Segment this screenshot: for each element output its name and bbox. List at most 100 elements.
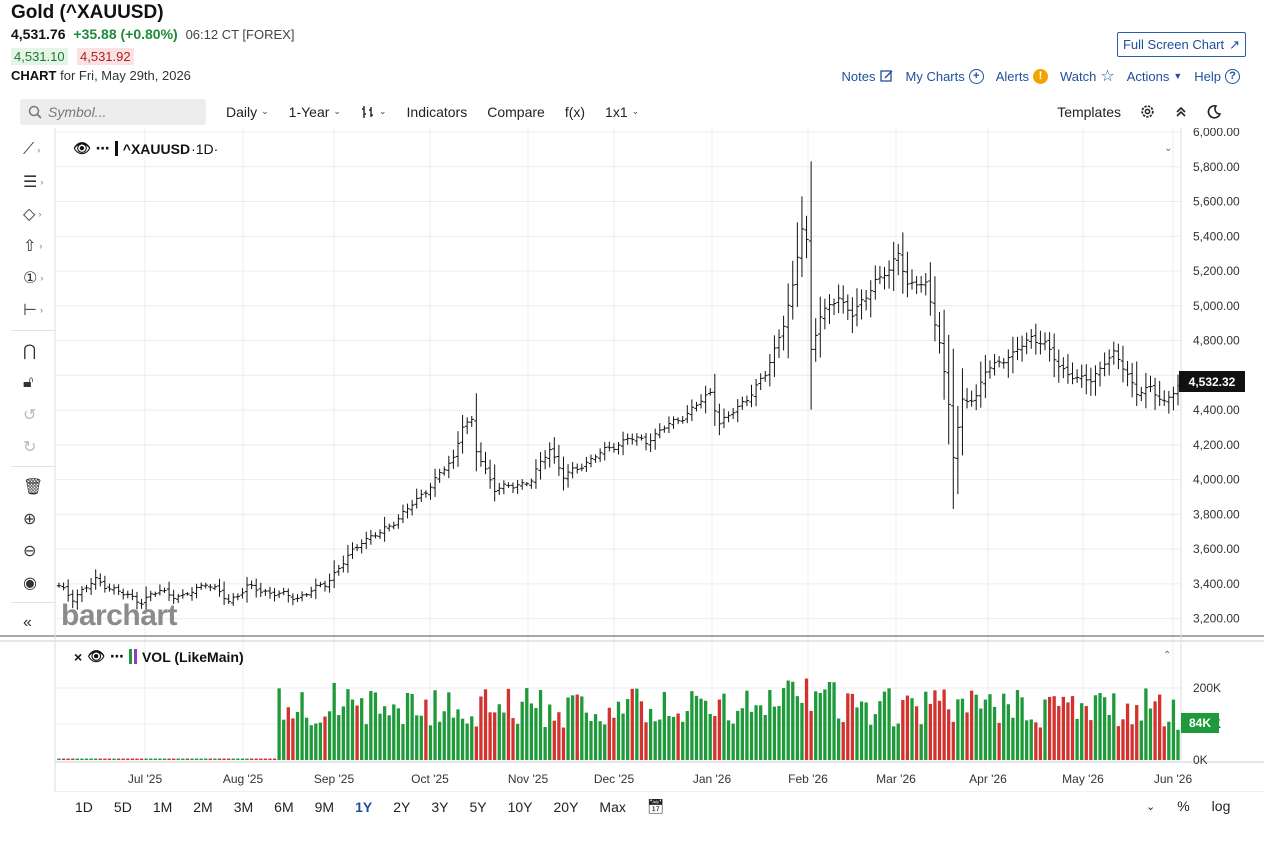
more-icon[interactable]: ⋯ [109, 648, 124, 664]
pane-chevron-up-icon[interactable]: ⌃ [1163, 650, 1172, 661]
range-10y[interactable]: 10Y [507, 798, 533, 815]
unlock-icon: 🔓︎ [23, 374, 34, 391]
chart-type-dropdown[interactable]: ⌄ [361, 105, 387, 119]
volume-bar [538, 690, 543, 760]
pane-chevron-down-icon[interactable]: ⌄ [1164, 143, 1173, 154]
redo-tool[interactable]: ↻ [23, 436, 53, 458]
main-legend[interactable]: 👁︎ ⋯ ^XAUUSD ·1D· [73, 140, 218, 157]
magnet-tool[interactable]: ⋂ [23, 340, 53, 362]
undo-tool[interactable]: ↺ [23, 404, 53, 426]
collapse-panel-button[interactable]: « [23, 612, 53, 634]
volume-bar [859, 701, 864, 760]
volume-bar [1066, 702, 1070, 760]
volume-bar [979, 708, 983, 760]
volume-bar [245, 758, 249, 760]
alerts-link[interactable]: Alerts ! [996, 68, 1048, 84]
volume-bar [1171, 699, 1176, 760]
notes-link[interactable]: Notes [842, 69, 894, 84]
compare-button[interactable]: Compare [487, 104, 545, 120]
fib-tool[interactable]: ☰ › [23, 171, 53, 193]
trendline-tool[interactable]: ⟋ › [23, 139, 53, 161]
volume-bar [190, 758, 194, 760]
range-5y[interactable]: 5Y [469, 798, 487, 815]
zoom-in-tool[interactable]: ⊕ [23, 508, 53, 530]
full-screen-chart-button[interactable]: Full Screen Chart ↗ [1117, 32, 1246, 57]
volume-bar [1047, 696, 1052, 760]
more-icon[interactable]: ⋯ [95, 140, 110, 156]
volume-bar [442, 711, 446, 760]
measure-tool[interactable]: ⊢ › [23, 299, 53, 321]
my-charts-link[interactable]: My Charts + [906, 68, 984, 84]
function-label: f(x) [564, 103, 586, 120]
symbol-search-input[interactable]: Symbol... [20, 98, 206, 125]
range-6m[interactable]: 6M [274, 798, 294, 815]
chevron-down-icon: ⌄ [631, 106, 640, 116]
delete-tool[interactable]: 🗑︎ [23, 476, 53, 498]
arrow-tool[interactable]: ⇧ › [23, 235, 53, 257]
marker-tool[interactable]: ① › [23, 267, 53, 289]
range-20y[interactable]: 20Y [553, 798, 579, 815]
volume-bar [176, 758, 180, 760]
volume-bar [309, 725, 313, 760]
range-5d[interactable]: 5D [113, 798, 132, 815]
volume-bar [781, 688, 786, 760]
double-chevron-left-icon: « [23, 614, 32, 631]
layout-dropdown[interactable]: 1x1 ⌄ [605, 104, 639, 120]
chart-for-text: for Fri, May 29th, 2026 [60, 68, 191, 83]
period-dropdown[interactable]: 1-Year ⌄ [289, 104, 341, 120]
actions-menu[interactable]: Actions ▼ [1127, 69, 1183, 84]
calendar-icon[interactable]: 📅︎ [646, 798, 665, 814]
volume-bar [1029, 719, 1033, 760]
volume-bar [506, 688, 511, 760]
volume-bar [300, 692, 304, 760]
volume-bar [1043, 699, 1047, 760]
volume-bar [557, 712, 561, 760]
volume-bar [543, 727, 547, 760]
legend-color-bar [133, 649, 137, 664]
range-max[interactable]: Max [599, 798, 626, 815]
log-scale-toggle[interactable]: log [1211, 798, 1231, 814]
volume-bar [217, 758, 222, 760]
close-icon[interactable]: × [74, 648, 83, 665]
chevron-down-icon[interactable]: ⌄ [1146, 800, 1156, 813]
volume-bar [809, 710, 813, 760]
quote-time: 06:12 CT [FOREX] [185, 27, 295, 42]
help-label: Help [1194, 68, 1221, 84]
range-2y[interactable]: 2Y [393, 798, 411, 815]
eye-icon[interactable]: 👁︎ [73, 140, 91, 156]
volume-legend[interactable]: × 👁︎ ⋯ VOL (LikeMain) [74, 648, 244, 665]
range-9m[interactable]: 9M [314, 798, 335, 815]
function-button[interactable]: f(x) [565, 104, 585, 120]
volume-tick-label: 0K [1193, 753, 1208, 767]
volume-bar [768, 690, 772, 760]
zoom-out-tool[interactable]: ⊖ [23, 540, 53, 562]
price-chart[interactable]: 3,200.00 3,400.00 3,600.00 3,800.00 4,000.00… [0, 128, 1264, 792]
full-screen-label: Full Screen Chart [1122, 37, 1225, 52]
range-1d[interactable]: 1D [75, 798, 93, 815]
eye-icon[interactable]: 👁︎ [87, 648, 105, 664]
collapse-up-icon[interactable] [1174, 105, 1188, 119]
range-1y[interactable]: 1Y [355, 798, 373, 815]
volume-bar [763, 714, 767, 760]
lock-tool[interactable]: 🔓︎ [23, 372, 53, 394]
range-3m[interactable]: 3M [233, 798, 254, 815]
templates-button[interactable]: Templates [1057, 103, 1121, 120]
help-link[interactable]: Help ? [1194, 68, 1240, 84]
dark-mode-moon-icon[interactable] [1206, 104, 1222, 120]
volume-bar [616, 701, 621, 760]
range-3y[interactable]: 3Y [431, 798, 449, 815]
volume-bar [965, 712, 969, 760]
volume-bar [1176, 729, 1180, 760]
volume-bar [905, 695, 910, 760]
range-2m[interactable]: 2M [193, 798, 213, 815]
percent-scale-toggle[interactable]: % [1177, 798, 1190, 814]
numbered-marker-icon: ① [23, 270, 38, 287]
indicators-button[interactable]: Indicators [407, 104, 468, 120]
watch-link[interactable]: Watch ☆ [1060, 66, 1115, 86]
range-1m[interactable]: 1M [152, 798, 173, 815]
volume-bar [1015, 690, 1020, 760]
interval-dropdown[interactable]: Daily ⌄ [226, 104, 269, 120]
gear-icon[interactable] [1139, 103, 1156, 120]
shape-tool[interactable]: ◇ › [23, 203, 53, 225]
visibility-tool[interactable]: ◉ [23, 572, 53, 594]
